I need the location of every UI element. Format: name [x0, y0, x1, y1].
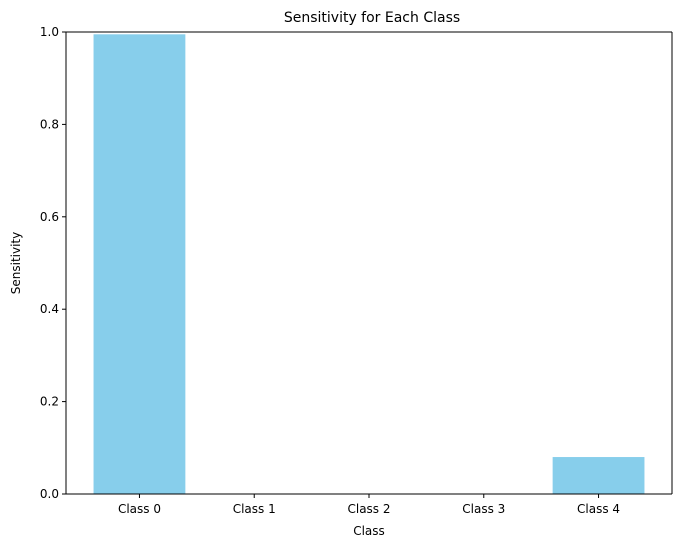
- x-tick-label: Class 0: [118, 502, 161, 516]
- x-tick-label: Class 2: [347, 502, 390, 516]
- y-tick-label: 0.6: [40, 210, 59, 224]
- x-tick-label: Class 4: [577, 502, 620, 516]
- x-tick-label: Class 1: [233, 502, 276, 516]
- y-ticks: 0.0 0.2 0.4 0.6 0.8 1.0: [40, 25, 66, 501]
- bar-class-4: [552, 457, 645, 494]
- plot-area: 0.0 0.2 0.4 0.6 0.8 1.0 Class 0 Class 1 Class 2…: [40, 25, 673, 516]
- y-tick-label: 1.0: [40, 25, 59, 39]
- y-tick-label: 0.0: [40, 487, 59, 501]
- chart-title: Sensitivity for Each Class: [284, 10, 460, 26]
- y-axis-label: Sensitivity: [9, 232, 23, 294]
- y-tick-label: 0.4: [40, 302, 59, 316]
- x-ticks: Class 0 Class 1 Class 2 Class 3 Class 4: [118, 494, 620, 516]
- y-tick-label: 0.8: [40, 117, 59, 131]
- bar-class-0: [93, 34, 186, 495]
- bars-layer: [93, 34, 645, 495]
- y-tick-label: 0.2: [40, 395, 59, 409]
- x-tick-label: Class 3: [462, 502, 505, 516]
- x-axis-label: Class: [353, 524, 385, 538]
